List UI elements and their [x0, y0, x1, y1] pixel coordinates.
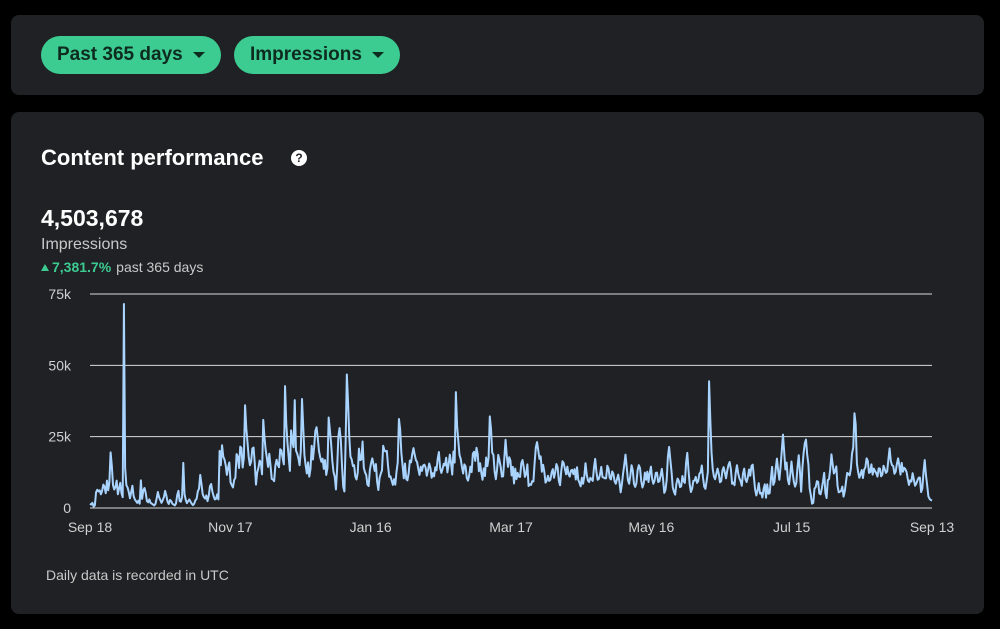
metric-label: Impressions	[250, 44, 362, 65]
filter-bar: Past 365 days Impressions	[11, 15, 984, 95]
change-period: past 365 days	[116, 259, 204, 275]
trend-up-icon	[41, 263, 49, 271]
y-tick-label: 75k	[48, 286, 72, 302]
caret-down-icon	[371, 52, 384, 58]
y-tick-label: 25k	[48, 429, 72, 445]
utc-footnote: Daily data is recorded in UTC	[46, 567, 229, 583]
caret-down-icon	[192, 52, 205, 58]
x-tick-label: Mar 17	[489, 519, 533, 535]
total-impressions: 4,503,678	[41, 205, 144, 231]
date-range-dropdown[interactable]: Past 365 days	[41, 36, 221, 74]
content-performance-card: Content performance ? 4,503,678 Impressi…	[11, 112, 984, 614]
impressions-line-chart: 0 25k 50k 75k Sep 18 Nov 17 Jan 16 Mar 17 May 16…	[48, 286, 955, 535]
x-tick-label: Sep 13	[910, 519, 955, 535]
help-icon[interactable]: ?	[291, 150, 307, 166]
total-metric-label: Impressions	[41, 236, 128, 253]
change-percent: 7,381.7%	[52, 259, 112, 275]
y-tick-label: 50k	[48, 357, 72, 373]
y-tick-label: 0	[63, 500, 71, 516]
metric-dropdown[interactable]: Impressions	[234, 36, 400, 74]
x-tick-label: Jul 15	[773, 519, 811, 535]
change-row: 7,381.7% past 365 days	[41, 259, 203, 275]
date-range-label: Past 365 days	[57, 44, 183, 65]
card-title: Content performance	[41, 145, 264, 170]
x-tick-label: Nov 17	[208, 519, 253, 535]
x-tick-label: Sep 18	[68, 519, 113, 535]
x-tick-label: Jan 16	[350, 519, 392, 535]
x-tick-label: May 16	[628, 519, 674, 535]
impressions-series-line	[89, 302, 933, 508]
